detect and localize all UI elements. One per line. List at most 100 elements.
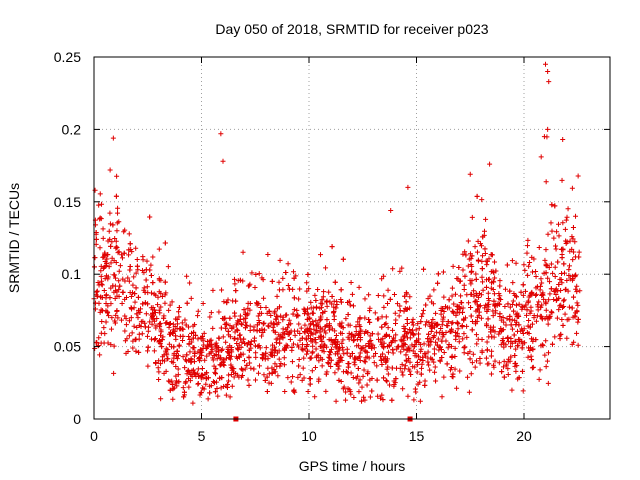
data-point [560, 322, 566, 328]
data-point [318, 316, 324, 322]
data-point [459, 324, 465, 330]
data-point [229, 383, 235, 389]
data-point [525, 237, 531, 243]
data-point [191, 367, 197, 373]
data-point [432, 369, 438, 375]
data-point [115, 205, 121, 211]
data-point-outlier [92, 187, 98, 193]
data-point [516, 301, 522, 307]
data-point [433, 378, 439, 384]
data-point [339, 320, 345, 326]
y-tick-label: 0.2 [62, 121, 82, 137]
data-point [285, 282, 291, 288]
data-point [484, 361, 490, 367]
data-point [507, 288, 513, 294]
data-point [340, 386, 346, 392]
data-point [505, 372, 511, 378]
data-point [150, 310, 156, 316]
data-point [525, 354, 531, 360]
data-point [403, 299, 409, 305]
data-point [239, 339, 245, 345]
data-point [242, 358, 248, 364]
data-point [204, 353, 210, 359]
data-point [382, 333, 388, 339]
data-point [545, 380, 551, 386]
data-point [206, 351, 212, 357]
data-point [406, 356, 412, 362]
data-point [425, 336, 431, 342]
data-point [357, 377, 363, 383]
data-point [385, 287, 391, 293]
data-point [450, 263, 456, 269]
data-point [380, 336, 386, 342]
data-point [169, 382, 175, 388]
data-point [252, 377, 258, 383]
data-point [248, 338, 254, 344]
data-point [566, 273, 572, 279]
data-point [497, 283, 503, 289]
data-point [94, 288, 100, 294]
data-point [117, 263, 123, 269]
data-point [238, 351, 244, 357]
data-point [387, 343, 393, 349]
data-point [156, 307, 162, 313]
data-point [173, 316, 179, 322]
data-point [404, 307, 410, 313]
data-point [492, 303, 498, 309]
data-point [155, 294, 161, 300]
data-point [272, 369, 278, 375]
data-point [513, 260, 519, 266]
data-point [483, 355, 489, 361]
data-point [196, 356, 202, 362]
data-point [300, 347, 306, 353]
data-point [190, 335, 196, 341]
data-point [439, 329, 445, 335]
data-point [410, 322, 416, 328]
data-point [367, 319, 373, 325]
data-point [130, 282, 136, 288]
data-point [207, 342, 213, 348]
data-point [390, 347, 396, 353]
data-point [498, 317, 504, 323]
data-point [437, 344, 443, 350]
data-point [551, 235, 557, 241]
data-point-outlier [218, 131, 224, 137]
data-point [216, 335, 222, 341]
data-point [508, 322, 514, 328]
data-point [430, 317, 436, 323]
data-point [525, 298, 531, 304]
data-point [569, 185, 575, 191]
data-point [276, 332, 282, 338]
data-point [485, 316, 491, 322]
data-point [114, 220, 120, 226]
data-point [510, 280, 516, 286]
data-point [247, 360, 253, 366]
data-point [232, 281, 238, 287]
data-point [576, 254, 582, 260]
data-point [468, 313, 474, 319]
data-point [149, 315, 155, 321]
data-point [552, 203, 558, 209]
data-point [156, 358, 162, 364]
data-point [168, 320, 174, 326]
data-point [400, 386, 406, 392]
data-point [238, 366, 244, 372]
data-point [113, 244, 119, 250]
data-point [291, 275, 297, 281]
data-point [394, 365, 400, 371]
data-point [200, 300, 206, 306]
data-point [553, 291, 559, 297]
data-point [483, 258, 489, 264]
data-point [318, 355, 324, 361]
data-point [484, 339, 490, 345]
data-point [380, 351, 386, 357]
grid-lines [94, 57, 610, 419]
data-point [397, 303, 403, 309]
data-point [277, 340, 283, 346]
data-point [98, 340, 104, 346]
data-point [460, 309, 466, 315]
data-point [217, 362, 223, 368]
data-point [318, 336, 324, 342]
data-point [123, 350, 129, 356]
data-point [231, 374, 237, 380]
